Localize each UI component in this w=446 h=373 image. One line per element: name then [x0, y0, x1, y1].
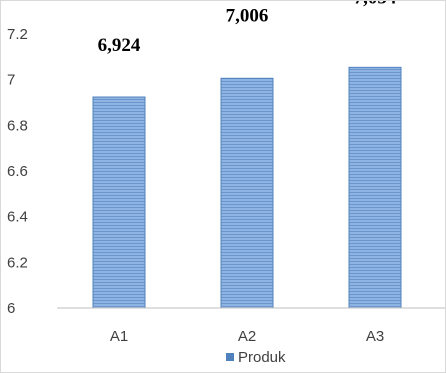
bar-a1	[92, 96, 146, 309]
legend-label: Produk	[238, 349, 286, 366]
bar-a3	[348, 66, 402, 309]
y-tick-label: 6.8	[7, 117, 28, 134]
bars	[92, 66, 402, 309]
data-label-a1: 6,924	[98, 35, 141, 56]
x-tick-label: A1	[110, 328, 128, 345]
x-axis: A1 A2 A3	[57, 307, 445, 345]
data-label-a3: 7,054	[354, 1, 397, 8]
x-tick-label: A3	[366, 328, 384, 345]
y-tick-label: 6.6	[7, 163, 28, 180]
legend: Produk	[226, 349, 286, 366]
data-label-a2: 7,006	[226, 5, 269, 26]
y-tick-label: 7	[7, 72, 15, 89]
legend-swatch	[226, 353, 234, 361]
data-labels: 6,924 7,006 7,054	[98, 1, 397, 56]
bar-a2	[220, 77, 274, 309]
y-tick-label: 6.2	[7, 254, 28, 271]
y-tick-label: 6.4	[7, 209, 28, 226]
y-axis: 6 6.2 6.4 6.6 6.8 7 7.2	[7, 26, 28, 317]
y-tick-label: 6	[7, 300, 15, 317]
x-tick-label: A2	[238, 328, 256, 345]
y-tick-label: 7.2	[7, 26, 28, 43]
